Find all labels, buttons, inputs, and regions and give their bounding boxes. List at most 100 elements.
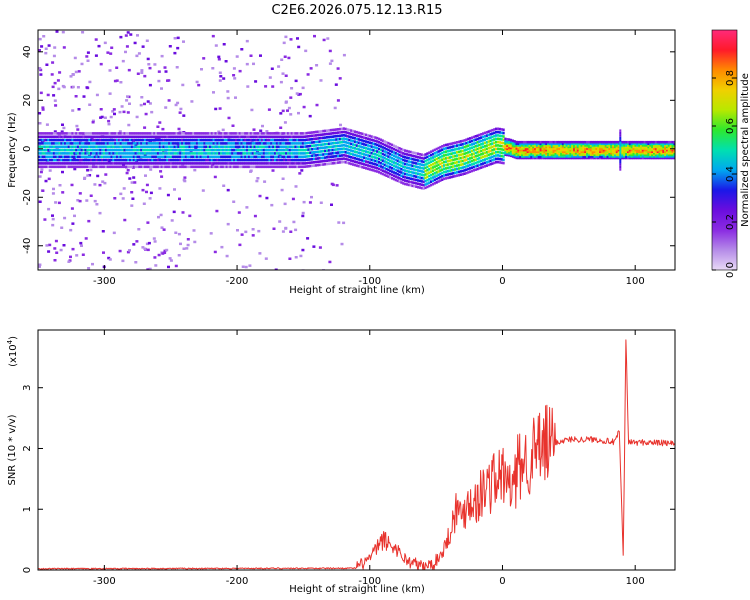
spectrogram-cell xyxy=(101,135,104,139)
spectrogram-cell xyxy=(166,135,169,139)
spectrogram-cell xyxy=(134,142,137,145)
spectrogram-cell xyxy=(537,150,540,153)
spectrogram-cell xyxy=(281,155,284,159)
spectrogram-cell xyxy=(275,155,278,159)
spectrogram-cell xyxy=(333,151,336,155)
spectrogram-cell xyxy=(316,133,319,137)
spectrogram-cell xyxy=(210,155,213,159)
spectrogram-cell xyxy=(88,165,91,169)
spectrogram-cell xyxy=(261,124,264,128)
spectrogram-cell xyxy=(554,145,557,149)
spectrogram-cell xyxy=(138,132,141,135)
spectrogram-cell xyxy=(253,158,256,162)
spectrogram-cell xyxy=(116,135,119,139)
spectrogram-cell xyxy=(272,135,275,139)
spectrogram-cell xyxy=(241,265,245,268)
spectrogram-cell xyxy=(615,140,618,144)
spectrogram-cell xyxy=(483,161,487,165)
spectrogram-cell xyxy=(493,138,496,141)
spectrogram-cell xyxy=(318,153,321,157)
spectrogram-cell xyxy=(86,158,89,162)
spectrogram-cell xyxy=(614,140,617,144)
spectrogram-cell xyxy=(82,155,85,159)
spectrogram-cell xyxy=(378,157,381,161)
spectrogram-cell xyxy=(431,149,435,153)
spectrogram-cell xyxy=(396,146,399,149)
spectrogram-cell xyxy=(89,168,93,172)
spectrogram-cell xyxy=(140,142,143,145)
spectrogram-cell xyxy=(192,135,195,139)
spectrogram-cell xyxy=(88,155,91,159)
spectrogram-cell xyxy=(407,163,410,167)
spectrogram-cell xyxy=(340,144,343,147)
spectrogram-cell xyxy=(428,168,431,171)
spectrogram-cell xyxy=(450,169,453,172)
spectrogram-cell xyxy=(560,147,563,150)
spectrogram-cell xyxy=(357,158,360,161)
spectrogram-cell xyxy=(355,137,358,141)
spectrogram-cell xyxy=(513,140,516,143)
spectrogram-cell xyxy=(236,142,239,145)
spectrogram-cell xyxy=(47,152,50,155)
spectrogram-cell xyxy=(483,155,487,158)
spectrogram-cell xyxy=(298,158,301,162)
spectrogram-cell xyxy=(262,158,265,162)
spectrogram-cell xyxy=(231,142,234,145)
spectrogram-cell xyxy=(163,66,167,69)
spectrogram-cell xyxy=(446,176,449,180)
spectrogram-cell xyxy=(145,158,148,162)
spectrogram-cell xyxy=(97,152,100,155)
spectrogram-cell xyxy=(437,180,440,183)
spectrogram-cell xyxy=(444,167,448,170)
spectrogram-cell xyxy=(595,148,598,152)
spectrogram-cell xyxy=(361,152,364,156)
spectrogram-cell xyxy=(218,158,221,162)
spectrogram-cell xyxy=(487,140,490,143)
spectrogram-cell xyxy=(610,155,613,158)
spectrogram-cell xyxy=(417,179,420,182)
spectrogram-cell xyxy=(134,145,137,149)
spectrogram-cell xyxy=(597,155,600,158)
spectrogram-cell xyxy=(88,145,91,149)
spectrogram-cell xyxy=(218,135,221,139)
spectrogram-cell xyxy=(584,145,587,149)
spectrogram-cell xyxy=(413,171,416,175)
spectrogram-cell xyxy=(552,151,555,155)
spectrogram-cell xyxy=(422,180,425,184)
spectrogram-cell xyxy=(651,155,654,158)
spectrogram-cell xyxy=(54,135,57,139)
spectrogram-cell xyxy=(93,135,96,139)
spectrogram-cell xyxy=(372,155,375,159)
spectrogram-cell xyxy=(61,191,65,194)
spectrogram-cell xyxy=(218,138,221,142)
spectrogram-cell xyxy=(266,148,269,152)
spectrogram-cell xyxy=(181,148,184,152)
spectrogram-cell xyxy=(199,148,202,152)
spectrogram-cell xyxy=(593,140,596,144)
spectrogram-cell xyxy=(218,152,221,155)
spectrogram-cell xyxy=(266,145,269,149)
spectrogram-cell xyxy=(556,148,559,152)
spectrogram-cell xyxy=(225,152,228,155)
spectrogram-cell xyxy=(402,182,405,185)
spectrogram-cell xyxy=(313,147,316,151)
spectrogram-cell xyxy=(511,148,514,152)
spectrogram-cell xyxy=(461,143,464,146)
spectrogram-cell xyxy=(294,142,297,145)
spectrogram-cell xyxy=(149,145,152,149)
spectrogram-cell xyxy=(600,153,604,157)
spectrogram-cell xyxy=(366,137,370,141)
spectrogram-cell xyxy=(218,71,222,74)
spectrogram-cell xyxy=(64,142,67,145)
spectrogram-cell xyxy=(295,92,299,95)
spectrogram-cell xyxy=(472,135,475,139)
spectrogram-cell xyxy=(604,142,607,146)
x-tick-label: -100 xyxy=(358,276,381,287)
spectrogram-cell xyxy=(52,94,56,97)
spectrogram-cell xyxy=(368,168,371,171)
spectrogram-cell xyxy=(483,158,487,161)
spectrogram-cell xyxy=(57,87,61,91)
spectrogram-cell xyxy=(530,153,533,157)
spectrogram-cell xyxy=(552,147,555,150)
spectrogram-cell xyxy=(64,148,67,152)
